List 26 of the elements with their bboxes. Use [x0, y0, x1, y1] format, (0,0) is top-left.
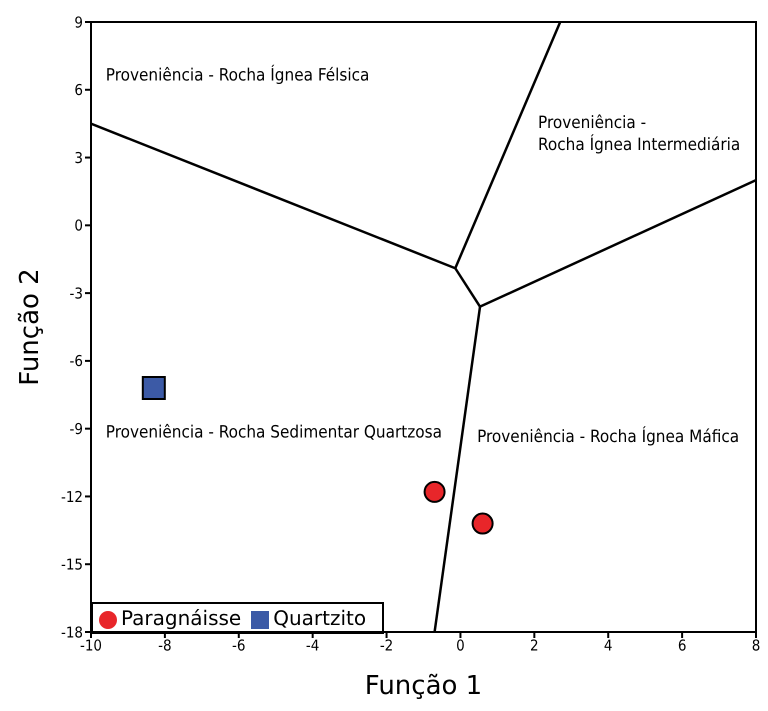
annotation: Proveniência - Rocha Sedimentar Quartzosa — [106, 422, 442, 443]
y-tick-label: 9 — [74, 13, 83, 32]
y-tick-label: 0 — [74, 216, 83, 235]
x-tick-label: 4 — [604, 636, 613, 655]
annotation: Proveniência - Rocha Ígnea Félsica — [106, 64, 370, 86]
x-tick-label: 2 — [530, 636, 539, 655]
x-tick-label: -6 — [232, 636, 246, 655]
y-tick-label: -9 — [70, 420, 83, 438]
x-tick-label: -4 — [306, 636, 320, 655]
annotation: Proveniência - Rocha Ígnea Intermediária — [538, 113, 740, 156]
y-tick-label: -15 — [60, 556, 83, 574]
legend-label: Paragnáisse — [121, 606, 242, 630]
x-tick-label: 6 — [678, 636, 686, 655]
y-axis-title: Função 2 — [15, 268, 45, 386]
x-tick-label: 8 — [752, 636, 760, 655]
x-tick-label: -2 — [380, 636, 394, 655]
annotation: Proveniência - Rocha Ígnea Máfica — [477, 426, 740, 448]
x-tick-label: 0 — [456, 636, 465, 655]
y-tick-label: -6 — [70, 352, 83, 370]
y-tick-label: 3 — [74, 148, 83, 167]
y-tick-label: 6 — [74, 81, 83, 100]
y-tick-label: -12 — [60, 488, 83, 506]
x-axis-title: Função 1 — [364, 671, 482, 701]
legend-label: Quartzito — [273, 606, 366, 630]
x-tick-label: -8 — [158, 636, 172, 655]
y-tick-label: -3 — [70, 284, 83, 302]
